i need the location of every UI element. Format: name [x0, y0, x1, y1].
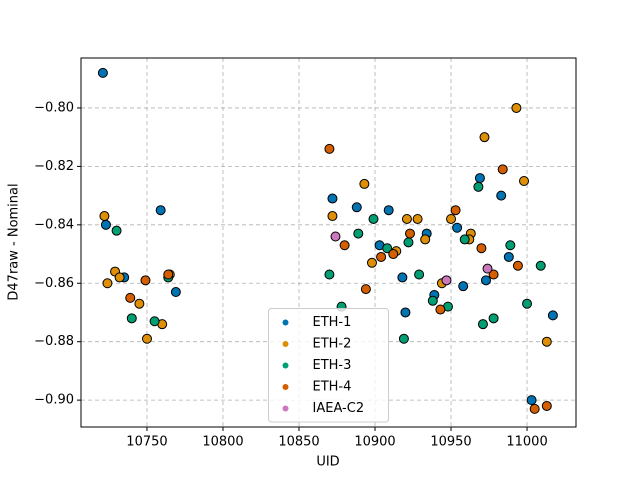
y-tick-label: −0.82 [34, 159, 74, 174]
point [382, 243, 393, 254]
point [450, 205, 461, 216]
point [473, 181, 484, 192]
point [401, 213, 412, 224]
point [114, 272, 125, 283]
point [488, 313, 499, 324]
point [140, 275, 151, 286]
point [400, 307, 411, 318]
point [497, 164, 508, 175]
point [488, 269, 499, 280]
point [134, 298, 145, 309]
point [366, 257, 377, 268]
point [163, 269, 174, 280]
point [388, 249, 399, 260]
point [330, 231, 341, 242]
legend-marker [282, 362, 289, 369]
x-tick-label: 10950 [430, 435, 471, 450]
point [327, 211, 338, 222]
legend-marker [282, 384, 289, 390]
y-axis-label: D47raw - Nominal [7, 183, 22, 300]
point [141, 333, 152, 344]
point [126, 313, 137, 324]
point [397, 272, 408, 283]
point [360, 284, 371, 295]
point [359, 178, 370, 189]
point [102, 278, 113, 289]
point [535, 260, 546, 271]
point [427, 295, 438, 306]
point [149, 316, 160, 327]
legend-label: ETH-3 [313, 358, 352, 373]
point [476, 243, 487, 254]
point [353, 228, 364, 239]
point [420, 234, 431, 245]
point [541, 336, 552, 347]
point [547, 310, 558, 321]
x-tick-label: 11000 [506, 435, 547, 450]
x-tick-label: 10800 [202, 435, 243, 450]
x-tick-label: 10850 [278, 435, 319, 450]
point [512, 260, 523, 271]
y-tick-label: −0.86 [34, 276, 74, 291]
legend-marker [282, 405, 289, 412]
point [481, 275, 491, 286]
point [474, 173, 485, 184]
point [351, 202, 362, 213]
point [376, 251, 387, 262]
point [324, 143, 335, 154]
point [541, 400, 552, 411]
legend-box [268, 308, 389, 423]
point [170, 287, 181, 298]
legend-marker [282, 319, 289, 326]
point [111, 225, 122, 236]
y-tick-label: −0.84 [34, 217, 74, 232]
point [452, 222, 463, 233]
point [482, 263, 493, 274]
point [505, 240, 516, 251]
point [155, 205, 166, 216]
y-tick-label: −0.80 [34, 100, 74, 115]
point [441, 275, 452, 286]
point [519, 176, 530, 186]
point [459, 234, 470, 245]
point [503, 251, 514, 262]
y-tick-label: −0.88 [34, 334, 74, 349]
x-axis-label: UID [316, 455, 339, 470]
point [100, 219, 111, 230]
legend-marker [282, 341, 289, 347]
point [97, 67, 108, 78]
point [526, 395, 537, 406]
x-tick-label: 10750 [126, 435, 167, 450]
legend-label: ETH-4 [313, 380, 352, 395]
point [339, 240, 350, 251]
point [458, 281, 469, 292]
plot-frame [80, 57, 577, 428]
point [529, 403, 540, 414]
point [479, 132, 490, 143]
legend-label: ETH-2 [313, 337, 352, 352]
point [403, 237, 414, 248]
point [99, 211, 110, 222]
point [511, 102, 522, 113]
point [383, 205, 394, 216]
point [412, 213, 423, 224]
point [477, 319, 488, 330]
x-tick-label: 10900 [354, 435, 395, 450]
point [404, 228, 415, 239]
point [496, 190, 507, 201]
point [446, 213, 457, 224]
point [522, 298, 533, 309]
point [324, 269, 335, 280]
y-tick-label: −0.90 [34, 393, 74, 408]
point [435, 304, 446, 315]
legend-label: ETH-1 [313, 315, 352, 330]
point [414, 269, 425, 280]
point [368, 213, 379, 224]
point [125, 292, 136, 303]
legend: ETH-1 ETH-2 ETH-3 ETH-4 IAEA-C2 [268, 308, 389, 423]
legend-label: IAEA-C2 [313, 401, 365, 416]
point [398, 333, 409, 344]
point [327, 193, 338, 204]
